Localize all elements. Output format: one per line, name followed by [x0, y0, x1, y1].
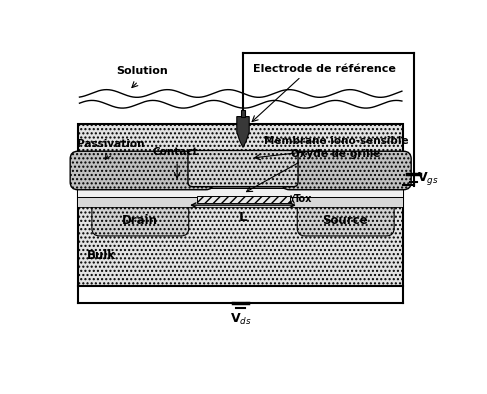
Text: L: L	[239, 211, 247, 224]
Bar	[196, 196, 289, 203]
Text: V$_{gs}$: V$_{gs}$	[417, 170, 439, 187]
Polygon shape	[237, 117, 249, 147]
Text: Contact: Contact	[153, 147, 198, 157]
Bar	[78, 182, 403, 188]
FancyBboxPatch shape	[92, 159, 189, 236]
Bar	[78, 197, 403, 207]
Text: V$_{ds}$: V$_{ds}$	[230, 312, 252, 327]
Text: Source: Source	[322, 214, 368, 227]
Text: Solution: Solution	[116, 66, 168, 76]
Text: Membrane iono-sensible: Membrane iono-sensible	[263, 136, 408, 146]
Bar	[241, 110, 245, 117]
FancyBboxPatch shape	[70, 151, 214, 190]
Text: Bulk: Bulk	[87, 249, 116, 262]
Text: Drain: Drain	[122, 214, 158, 227]
FancyBboxPatch shape	[282, 151, 411, 190]
Bar	[78, 124, 403, 286]
Text: Tox: Tox	[294, 194, 313, 204]
Bar	[78, 188, 403, 197]
Text: Passivation: Passivation	[77, 139, 145, 149]
FancyBboxPatch shape	[188, 151, 298, 187]
FancyBboxPatch shape	[297, 159, 394, 236]
Text: Electrode de référence: Electrode de référence	[253, 64, 396, 74]
Text: Oxyde de grille: Oxyde de grille	[291, 149, 381, 160]
